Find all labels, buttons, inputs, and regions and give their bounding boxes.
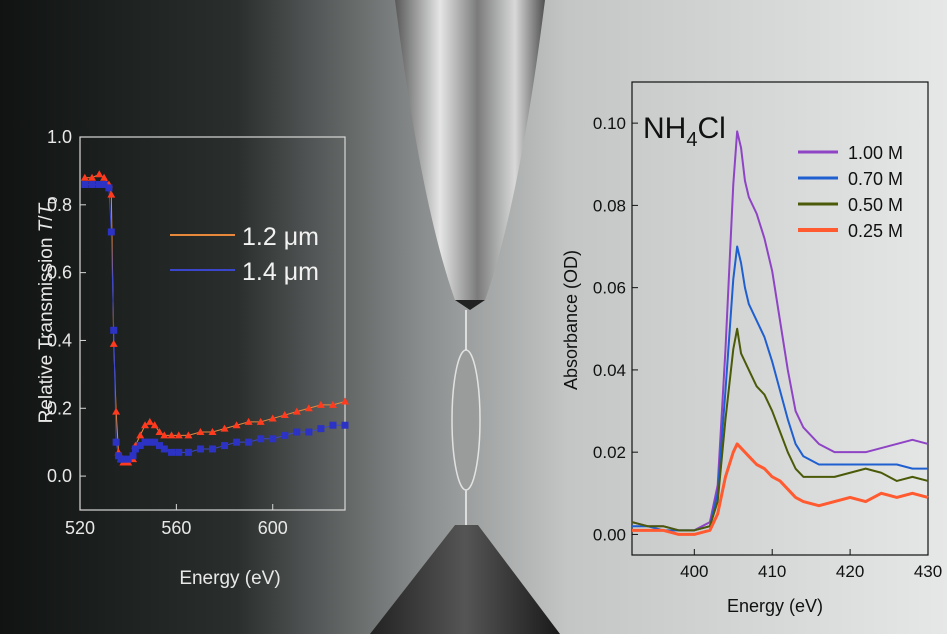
y-tick-label: 0.04 — [593, 361, 626, 380]
y-axis-label: Absorbance (OD) — [561, 250, 581, 390]
y-tick-label: 0.08 — [593, 196, 626, 215]
legend-label: 0.25 M — [848, 221, 903, 241]
y-tick-label: 0.10 — [593, 114, 626, 133]
x-axis-label: Energy (eV) — [727, 596, 823, 616]
x-tick-label: 400 — [680, 562, 708, 581]
legend-label: 1.00 M — [848, 143, 903, 163]
y-tick-label: 0.00 — [593, 525, 626, 544]
y-tick-label: 0.06 — [593, 279, 626, 298]
chart-title: NH4Cl — [643, 112, 726, 151]
legend-label: 0.50 M — [848, 195, 903, 215]
series-line-0_70M — [632, 247, 928, 531]
x-tick-label: 410 — [758, 562, 786, 581]
series-line-1_00M — [632, 131, 928, 530]
series-line-0_50M — [632, 329, 928, 531]
x-tick-label: 420 — [836, 562, 864, 581]
series-line-0_25M — [632, 444, 928, 534]
legend: 1.00 M 0.70 M 0.50 M 0.25 M — [798, 143, 903, 241]
legend-label: 0.70 M — [848, 169, 903, 189]
x-tick-label: 430 — [914, 562, 942, 581]
y-tick-label: 0.02 — [593, 443, 626, 462]
